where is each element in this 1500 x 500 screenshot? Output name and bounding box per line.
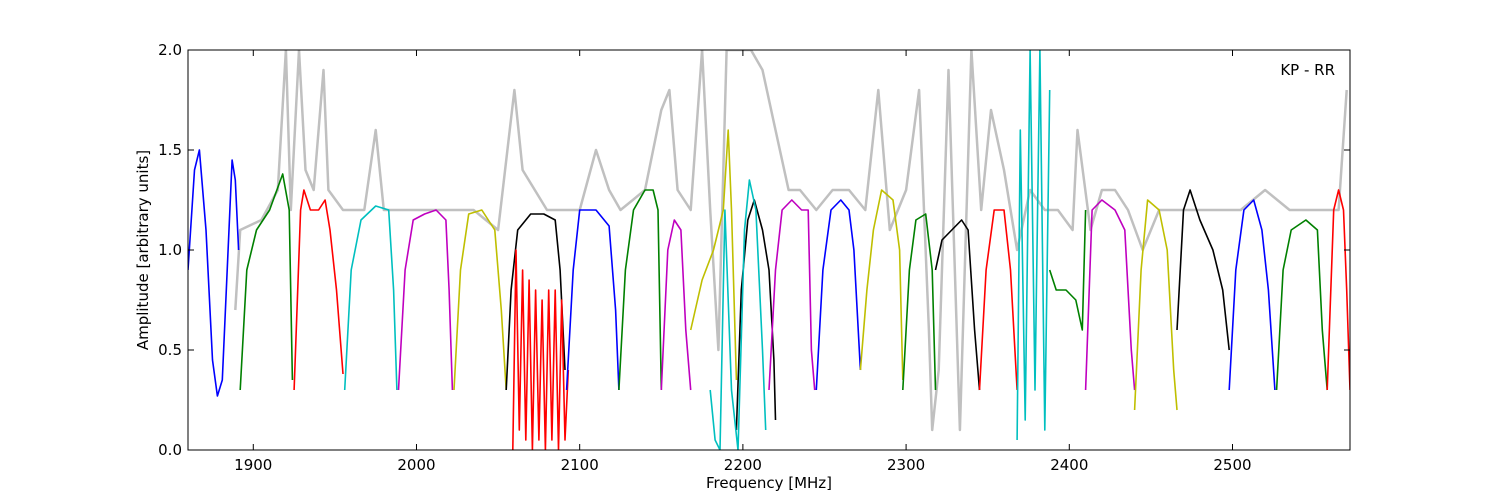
series-line-1 — [188, 149, 240, 397]
series-line-4 — [343, 205, 398, 391]
x-tick-label: 2500 — [1213, 456, 1251, 474]
series-line-22 — [1048, 209, 1087, 331]
x-tick-label: 2100 — [561, 456, 599, 474]
y-tick-label: 0.5 — [158, 341, 182, 359]
y-tick-label: 1.0 — [158, 241, 182, 259]
series-line-6 — [453, 209, 507, 391]
series-line-19 — [934, 219, 981, 391]
series-line-3 — [293, 189, 344, 391]
x-tick-label: 2400 — [1050, 456, 1088, 474]
x-axis-label: Frequency [MHz] — [706, 474, 832, 492]
y-tick-label: 1.5 — [158, 141, 182, 159]
series-line-21 — [1016, 50, 1051, 441]
series-line-2 — [239, 173, 294, 391]
series-line-12 — [689, 129, 738, 381]
series-line-23 — [1084, 199, 1136, 391]
series-line-14 — [709, 179, 767, 450]
series-line-11 — [660, 219, 692, 391]
series-line-20 — [978, 209, 1018, 391]
series-line-25 — [1176, 189, 1230, 351]
series-line-background — [234, 50, 1348, 432]
series-line-9 — [565, 209, 620, 391]
series-line-26 — [1228, 199, 1276, 391]
x-tick-label: 2000 — [397, 456, 435, 474]
axis-ticks: 1900 2000 2100 2200 2300 2400 2500 0.0 0.5 1.0 1.5… — [158, 41, 1350, 474]
series-line-8 — [512, 249, 570, 450]
chart-annotation: KP - RR — [1280, 61, 1335, 79]
series-line-28 — [1326, 189, 1350, 391]
x-tick-label: 2200 — [724, 456, 762, 474]
series-line-24 — [1133, 199, 1178, 411]
series-line-18 — [902, 213, 937, 391]
y-tick-label: 2.0 — [158, 41, 182, 59]
series-line-7 — [505, 213, 566, 391]
series-line-5 — [397, 209, 454, 391]
series-line-17 — [859, 189, 904, 381]
x-tick-label: 2300 — [887, 456, 925, 474]
series-line-10 — [618, 189, 663, 391]
series-line-16 — [815, 199, 862, 391]
series-line-27 — [1275, 219, 1328, 391]
y-axis-label: Amplitude [arbitrary units] — [134, 150, 152, 350]
plot-area — [188, 50, 1350, 450]
y-tick-label: 0.0 — [158, 441, 182, 459]
series-line-15 — [768, 199, 816, 391]
x-tick-label: 1900 — [234, 456, 272, 474]
